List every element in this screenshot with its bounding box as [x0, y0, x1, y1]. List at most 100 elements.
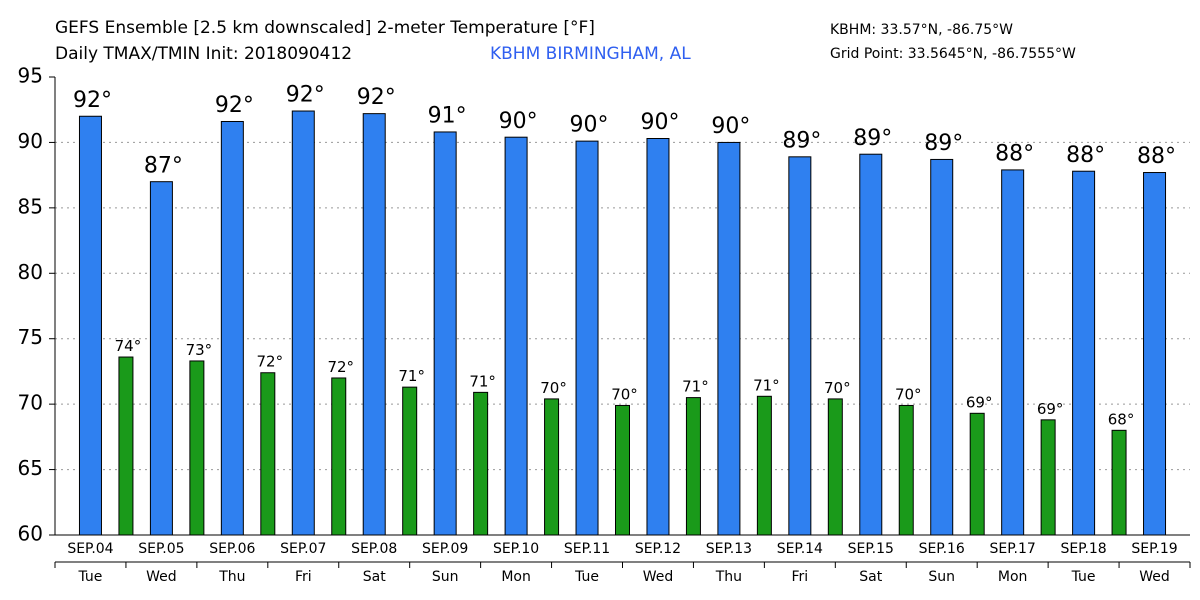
y-tick-label: 85: [18, 194, 43, 218]
bar: [575, 140, 599, 536]
bar: [402, 386, 418, 536]
bar: [189, 360, 205, 536]
x-tick-label: SEP.14: [777, 541, 823, 557]
x-tick-label: SEP.18: [1060, 541, 1106, 557]
value-label: 89°: [924, 131, 963, 156]
bar: [788, 156, 812, 536]
bar: [646, 138, 670, 536]
value-label: 72°: [257, 353, 284, 371]
weekday-label: Wed: [643, 569, 674, 585]
y-tick-label: 60: [18, 522, 43, 546]
value-label: 87°: [144, 153, 183, 178]
y-tick-label: 65: [18, 456, 43, 480]
bar: [331, 377, 347, 536]
y-tick-label: 95: [18, 64, 43, 88]
x-tick-label: SEP.06: [209, 541, 255, 557]
value-label: 68°: [1108, 410, 1135, 428]
value-label: 71°: [469, 372, 496, 390]
bar: [1040, 419, 1056, 536]
value-label: 92°: [357, 85, 396, 110]
weekday-label: Sun: [928, 569, 955, 585]
value-label: 71°: [753, 376, 780, 394]
value-label: 72°: [327, 358, 354, 376]
bar: [859, 153, 883, 536]
x-tick-label: SEP.05: [138, 541, 184, 557]
bar: [260, 372, 276, 536]
bar: [118, 356, 134, 536]
weekday-label: Fri: [792, 569, 809, 585]
station-coords: KBHM: 33.57°N, -86.75°W: [830, 22, 1013, 38]
value-label: 92°: [286, 83, 325, 108]
y-tick-label: 75: [18, 325, 43, 349]
weekday-label: Tue: [1071, 569, 1096, 585]
weekday-label: Thu: [218, 569, 245, 585]
value-label: 90°: [499, 109, 538, 134]
value-label: 88°: [1137, 144, 1176, 169]
bar: [827, 398, 843, 536]
x-tick-label: SEP.04: [67, 541, 113, 557]
x-tick-label: SEP.11: [564, 541, 610, 557]
chart-subtitle: Daily TMAX/TMIN Init: 2018090412: [55, 44, 352, 64]
x-tick-label: SEP.12: [635, 541, 681, 557]
bar: [362, 113, 386, 536]
bar: [291, 110, 315, 536]
bar: [1111, 429, 1127, 536]
value-label: 88°: [1066, 143, 1105, 168]
weekday-label: Sat: [859, 569, 882, 585]
x-tick-label: SEP.08: [351, 541, 397, 557]
value-label: 70°: [611, 385, 638, 403]
value-label: 89°: [782, 128, 821, 153]
value-label: 73°: [186, 341, 213, 359]
weekday-label: Sun: [432, 569, 459, 585]
weekday-label: Mon: [501, 569, 531, 585]
value-label: 70°: [895, 385, 922, 403]
bar: [220, 120, 244, 536]
chart-title: GEFS Ensemble [2.5 km downscaled] 2-mete…: [55, 18, 595, 38]
value-label: 90°: [570, 113, 609, 138]
location: KBHM BIRMINGHAM, AL: [490, 44, 691, 64]
value-label: 70°: [540, 379, 567, 397]
weekday-label: Thu: [715, 569, 742, 585]
bar: [473, 391, 489, 536]
x-tick-label: SEP.13: [706, 541, 752, 557]
bar: [969, 412, 985, 536]
weekday-label: Tue: [574, 569, 599, 585]
bar: [1143, 172, 1167, 536]
bar: [615, 404, 630, 536]
weekday-label: Tue: [78, 569, 103, 585]
value-label: 92°: [215, 93, 254, 118]
x-tick-label: SEP.09: [422, 541, 468, 557]
x-tick-label: SEP.15: [848, 541, 894, 557]
y-tick-label: 70: [18, 391, 43, 415]
value-label: 74°: [115, 337, 142, 355]
bar: [504, 136, 528, 536]
bar: [149, 181, 173, 536]
y-tick-label: 80: [18, 260, 43, 284]
value-label: 92°: [73, 88, 112, 113]
x-tick-label: SEP.07: [280, 541, 326, 557]
bar: [685, 397, 701, 536]
bar: [898, 404, 914, 536]
bar: [433, 131, 457, 536]
value-label: 70°: [824, 379, 851, 397]
y-tick-label: 90: [18, 129, 43, 153]
value-label: 71°: [398, 367, 425, 385]
weekday-label: Wed: [146, 569, 177, 585]
bar: [1072, 170, 1096, 536]
x-tick-label: SEP.16: [919, 541, 965, 557]
weekday-label: Mon: [998, 569, 1028, 585]
value-label: 90°: [640, 110, 679, 135]
bar: [717, 141, 741, 536]
x-tick-label: SEP.19: [1131, 541, 1177, 557]
value-label: 89°: [853, 126, 892, 151]
bar: [78, 115, 102, 536]
value-label: 91°: [428, 104, 467, 129]
bar: [1001, 169, 1025, 536]
value-label: 71°: [682, 378, 709, 396]
value-label: 88°: [995, 142, 1034, 167]
x-tick-label: SEP.10: [493, 541, 539, 557]
bar: [756, 395, 772, 536]
bar: [544, 398, 560, 536]
bar: [930, 158, 954, 536]
